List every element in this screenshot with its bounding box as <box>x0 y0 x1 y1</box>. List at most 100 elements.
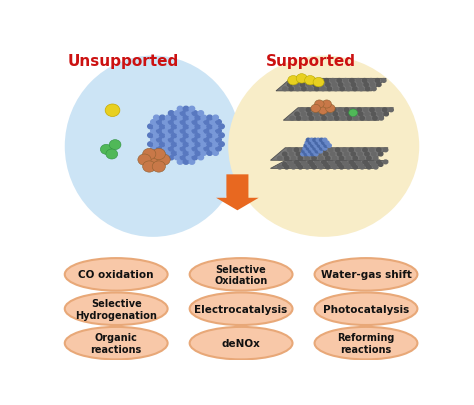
Circle shape <box>312 166 316 170</box>
Circle shape <box>213 134 219 138</box>
Circle shape <box>287 149 292 152</box>
Circle shape <box>298 157 302 161</box>
Circle shape <box>183 160 189 165</box>
Circle shape <box>207 116 212 121</box>
Circle shape <box>168 138 174 143</box>
Circle shape <box>327 113 331 117</box>
Circle shape <box>372 163 376 167</box>
Circle shape <box>168 156 174 160</box>
Circle shape <box>365 113 369 117</box>
Circle shape <box>204 147 210 151</box>
Circle shape <box>319 83 324 87</box>
Circle shape <box>183 116 189 121</box>
Circle shape <box>308 149 312 152</box>
Circle shape <box>324 79 328 83</box>
Circle shape <box>363 79 367 83</box>
Ellipse shape <box>190 327 292 360</box>
Circle shape <box>154 143 159 147</box>
Circle shape <box>305 166 310 170</box>
Circle shape <box>322 101 331 109</box>
Circle shape <box>319 157 323 161</box>
Circle shape <box>328 161 333 164</box>
Circle shape <box>378 153 383 156</box>
Polygon shape <box>216 175 259 211</box>
Circle shape <box>195 116 201 121</box>
Circle shape <box>189 160 195 165</box>
Circle shape <box>309 117 313 121</box>
Polygon shape <box>271 161 388 169</box>
Circle shape <box>313 78 324 87</box>
Circle shape <box>219 125 224 130</box>
Circle shape <box>192 147 198 151</box>
Circle shape <box>278 166 282 170</box>
Circle shape <box>349 110 357 117</box>
Circle shape <box>283 88 287 92</box>
Ellipse shape <box>190 258 292 291</box>
Circle shape <box>198 111 203 116</box>
Circle shape <box>313 139 317 142</box>
Circle shape <box>373 117 377 121</box>
Circle shape <box>313 147 317 151</box>
Circle shape <box>325 142 329 145</box>
Circle shape <box>351 109 355 113</box>
Circle shape <box>186 111 191 116</box>
Circle shape <box>315 142 319 145</box>
Circle shape <box>154 134 159 138</box>
Text: Unsupported: Unsupported <box>68 53 179 68</box>
Circle shape <box>332 109 336 113</box>
Circle shape <box>330 163 335 167</box>
Circle shape <box>319 109 323 113</box>
Circle shape <box>332 166 337 170</box>
Text: Electrocatalysis: Electrocatalysis <box>194 304 288 314</box>
Circle shape <box>353 157 357 161</box>
Circle shape <box>207 134 212 138</box>
Circle shape <box>165 125 171 130</box>
Circle shape <box>301 153 305 156</box>
Circle shape <box>168 111 174 116</box>
Circle shape <box>314 88 319 92</box>
Circle shape <box>186 129 191 134</box>
Circle shape <box>328 117 333 121</box>
Circle shape <box>311 105 320 113</box>
Circle shape <box>367 166 371 170</box>
Circle shape <box>300 83 305 87</box>
Circle shape <box>310 147 314 151</box>
Circle shape <box>379 117 383 121</box>
Circle shape <box>174 120 180 125</box>
Circle shape <box>359 88 364 92</box>
Circle shape <box>163 120 168 125</box>
Circle shape <box>183 151 189 156</box>
Circle shape <box>349 149 354 152</box>
Circle shape <box>296 163 301 167</box>
Circle shape <box>172 151 177 156</box>
Circle shape <box>177 143 183 147</box>
Circle shape <box>319 166 323 170</box>
Circle shape <box>210 129 215 134</box>
Circle shape <box>356 79 360 83</box>
Circle shape <box>322 161 326 164</box>
Circle shape <box>138 155 151 166</box>
Text: Photocatalysis: Photocatalysis <box>323 304 409 314</box>
Circle shape <box>154 116 159 121</box>
Circle shape <box>375 79 380 83</box>
Circle shape <box>310 153 314 156</box>
Circle shape <box>345 83 349 87</box>
Circle shape <box>344 109 349 113</box>
Circle shape <box>189 134 195 138</box>
Circle shape <box>165 143 171 147</box>
Circle shape <box>384 113 388 117</box>
Circle shape <box>160 116 165 121</box>
Circle shape <box>180 156 186 160</box>
Circle shape <box>346 88 351 92</box>
Circle shape <box>302 88 306 92</box>
Circle shape <box>143 162 156 173</box>
Circle shape <box>346 157 351 161</box>
Circle shape <box>152 162 165 173</box>
Ellipse shape <box>190 293 292 325</box>
Circle shape <box>330 153 335 156</box>
Circle shape <box>326 166 330 170</box>
Circle shape <box>180 147 186 151</box>
Circle shape <box>165 134 171 138</box>
Circle shape <box>207 143 212 147</box>
Circle shape <box>284 157 289 161</box>
